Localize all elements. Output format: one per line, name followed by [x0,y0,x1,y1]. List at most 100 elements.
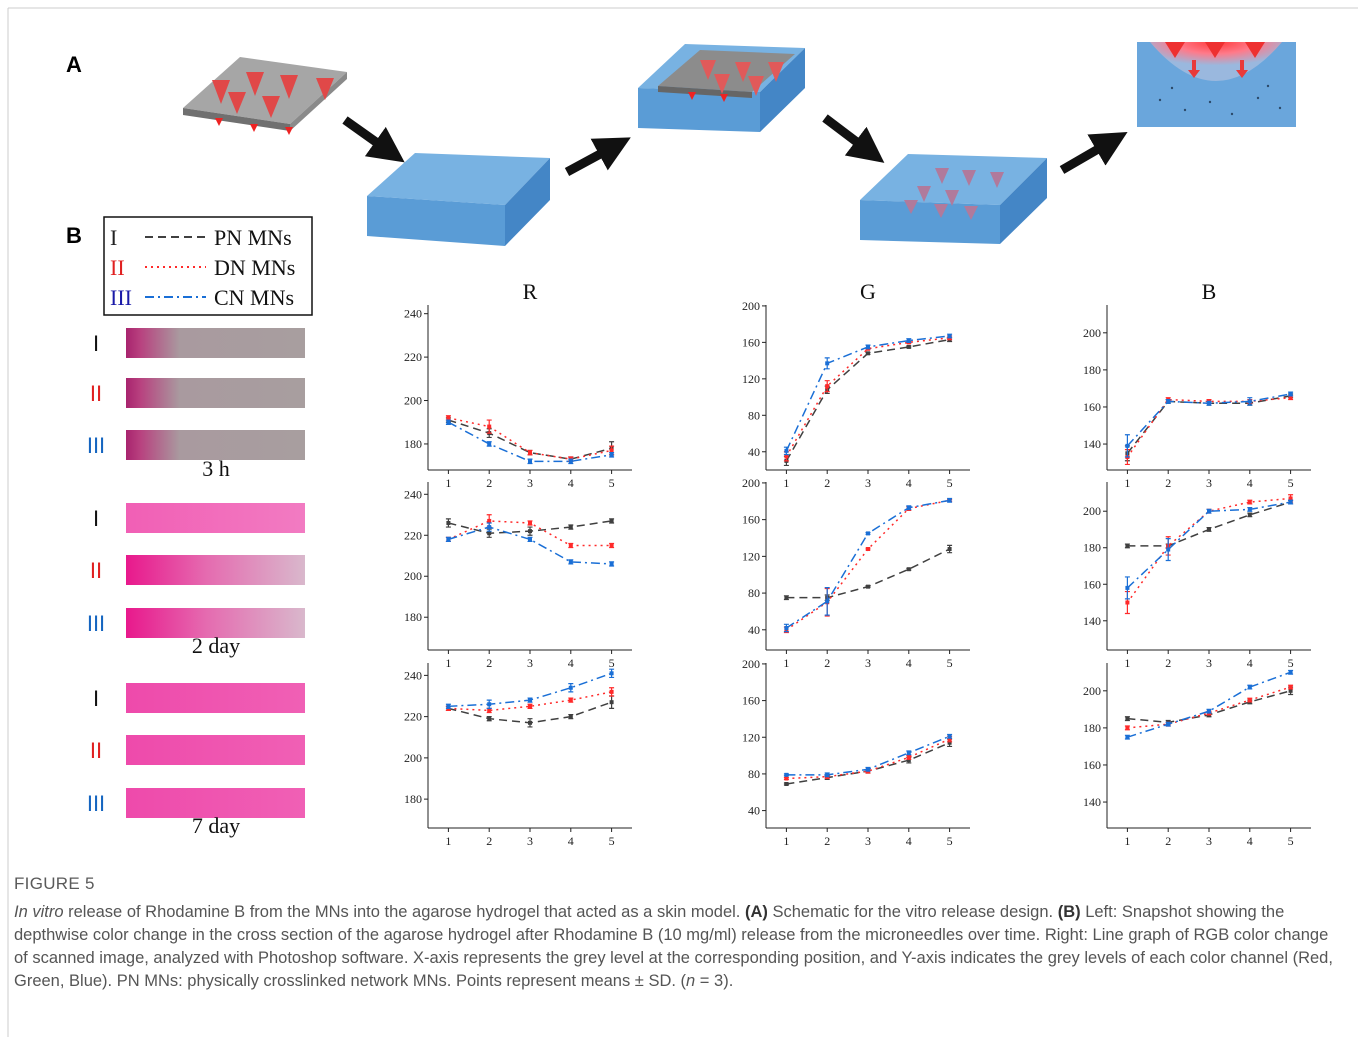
caption-body: In vitro release of Rhodamine B from the… [14,901,1339,993]
x-tick-label: 2 [824,656,830,670]
data-point [1248,500,1252,504]
x-tick-label: 2 [1165,834,1171,848]
x-tick-label: 1 [1124,656,1130,670]
data-point [1289,685,1293,689]
legend-numeral: II [110,255,125,280]
series-line [1127,398,1290,457]
data-point [907,751,911,755]
data-point [1248,685,1252,689]
x-tick-label: 4 [1247,476,1253,490]
caption-run: (A) [745,903,768,921]
series-line [1127,502,1290,546]
gel-strip [126,735,305,765]
x-tick-label: 4 [1247,834,1253,848]
x-tick-label: 5 [609,476,615,490]
y-tick-label: 200 [1083,504,1101,518]
x-tick-label: 2 [486,476,492,490]
data-point [487,702,491,706]
data-point [907,345,911,349]
x-tick-label: 1 [1124,834,1130,848]
data-point [825,773,829,777]
strip-label: I [93,506,99,531]
y-tick-label: 220 [404,528,422,542]
data-point [610,700,614,704]
x-tick-label: 1 [783,834,789,848]
data-point [528,537,532,541]
line-chart: B14016018020012345 [1083,279,1311,490]
x-tick-label: 3 [865,834,871,848]
x-tick-label: 3 [1206,476,1212,490]
y-tick-label: 180 [404,437,422,451]
y-tick-label: 160 [742,513,760,527]
y-tick-label: 160 [742,694,760,708]
legend-label: DN MNs [214,255,295,280]
y-tick-label: 120 [742,372,760,386]
data-point [569,715,573,719]
data-point [569,544,573,548]
data-point [784,773,788,777]
data-point [1125,735,1129,739]
gel-strip [126,683,305,713]
data-point [866,585,870,589]
time-label: 3 h [202,456,230,481]
data-point [446,537,450,541]
data-point [1125,586,1129,590]
strip-label: I [93,331,99,356]
data-point [487,717,491,721]
x-tick-label: 2 [486,656,492,670]
panel-label: B [66,223,82,248]
y-tick-label: 140 [1083,795,1101,809]
y-tick-label: 180 [1083,541,1101,555]
caption-run: In vitro [14,903,64,921]
x-tick-label: 3 [527,476,533,490]
data-point [907,755,911,759]
panel-label: A [66,52,82,77]
data-point [1289,392,1293,396]
chart-title: R [523,279,538,304]
y-tick-label: 220 [404,710,422,724]
data-point [1125,444,1129,448]
x-tick-label: 5 [947,476,953,490]
x-tick-label: 3 [1206,834,1212,848]
x-tick-label: 3 [865,656,871,670]
data-point [446,521,450,525]
strip-label: II [90,381,102,406]
data-point [784,782,788,786]
x-tick-label: 5 [1288,834,1294,848]
data-point [907,567,911,571]
series-line [1127,502,1290,588]
y-tick-label: 80 [748,767,760,781]
data-point [569,560,573,564]
data-point [1289,670,1293,674]
line-chart: R18020022024012345 [404,279,632,490]
data-point [907,506,911,510]
gel-strip [126,328,305,358]
x-tick-label: 4 [1247,656,1253,670]
x-tick-label: 5 [609,656,615,670]
caption-run: = 3). [695,972,733,990]
data-point [825,384,829,388]
x-tick-label: 4 [568,656,574,670]
data-point [528,529,532,533]
series-line [786,340,949,461]
data-point [866,547,870,551]
y-tick-label: 120 [742,730,760,744]
y-tick-label: 220 [404,350,422,364]
x-tick-label: 5 [947,834,953,848]
data-point [1207,509,1211,513]
x-tick-label: 5 [609,834,615,848]
x-tick-label: 5 [1288,476,1294,490]
data-point [948,547,952,551]
chart-title: B [1202,279,1217,304]
y-tick-label: 200 [404,569,422,583]
data-point [528,698,532,702]
data-point [487,708,491,712]
data-point [784,596,788,600]
y-tick-label: 40 [748,623,760,637]
y-tick-label: 120 [742,549,760,563]
data-point [610,562,614,566]
data-point [610,690,614,694]
